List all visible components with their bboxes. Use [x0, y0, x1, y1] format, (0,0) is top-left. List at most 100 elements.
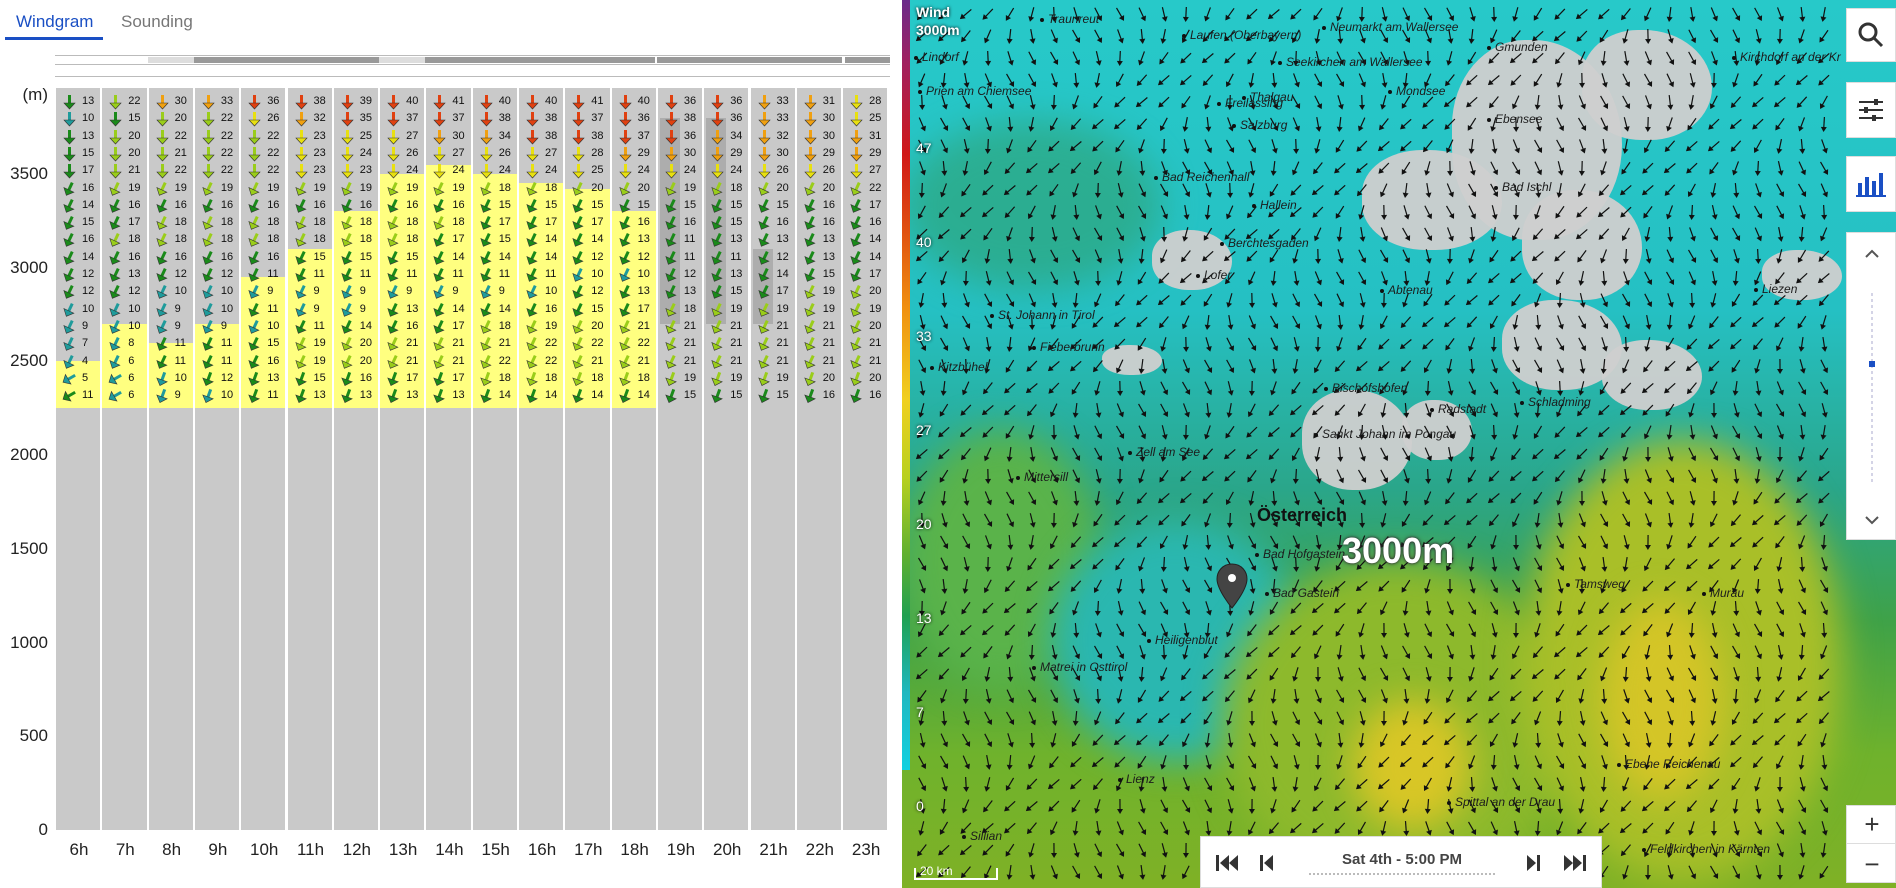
- wind-arrow-icon: [63, 250, 75, 265]
- windgram-column[interactable]: [750, 88, 795, 830]
- wind-cell: 16: [843, 388, 889, 404]
- town-label: Sillian: [962, 829, 1002, 843]
- wind-arrow-icon: [618, 181, 631, 196]
- wind-arrow-icon: [202, 164, 215, 179]
- windgram-column[interactable]: [287, 88, 332, 830]
- windgram-column[interactable]: [843, 88, 888, 830]
- windgram-column[interactable]: [241, 88, 286, 830]
- wind-speed-value: 9: [174, 389, 181, 402]
- wind-arrow-icon: [202, 302, 214, 317]
- wind-cell: 6: [102, 354, 148, 369]
- town-label: Seekirchen am Wallersee: [1278, 55, 1423, 69]
- zoom-in-button[interactable]: +: [1847, 806, 1896, 844]
- wind-speed-value: 21: [730, 354, 743, 367]
- windgram-toggle-button[interactable]: [1846, 156, 1896, 212]
- wind-arrow-icon: [711, 181, 723, 196]
- wind-arrow-icon: [109, 112, 122, 127]
- settings-button[interactable]: [1846, 82, 1896, 138]
- windgram-column[interactable]: [148, 88, 193, 830]
- skip-back-icon[interactable]: [1215, 853, 1239, 873]
- chevron-up-icon: [1865, 249, 1879, 258]
- tab-windgram[interactable]: Windgram: [16, 12, 94, 31]
- wind-arrow-icon: [711, 216, 723, 230]
- wind-cell: 38: [519, 129, 565, 145]
- wind-arrow-icon: [433, 250, 445, 265]
- skip-forward-icon[interactable]: [1563, 853, 1587, 873]
- wind-cell: 15: [704, 284, 750, 300]
- wind-cell: 15: [288, 371, 334, 386]
- wind-cell: 22: [612, 336, 658, 352]
- wind-cell: 15: [56, 215, 102, 230]
- wind-cell: 39: [334, 94, 380, 110]
- wind-speed-value: 16: [545, 302, 558, 315]
- windgram-column[interactable]: [657, 88, 703, 830]
- wind-speed-value: 14: [498, 302, 511, 315]
- wind-cell: 18: [380, 232, 426, 248]
- wind-speed-value: 19: [174, 181, 187, 194]
- tab-sounding[interactable]: Sounding: [121, 12, 193, 31]
- wind-speed-value: 40: [406, 95, 419, 107]
- wind-speed-value: 24: [452, 164, 465, 177]
- wind-arrow-icon: [294, 285, 307, 300]
- altitude-slider[interactable]: [1846, 232, 1896, 540]
- windgram-column[interactable]: [194, 88, 240, 830]
- wind-cell: 9: [288, 302, 334, 317]
- wind-arrow-icon: [155, 389, 168, 404]
- wind-speed-value: 18: [498, 320, 511, 333]
- wind-cell: 36: [704, 94, 750, 110]
- location-pin-icon[interactable]: [1215, 562, 1249, 612]
- wind-speed-value: 21: [776, 337, 789, 350]
- wind-arrow-icon: [433, 389, 446, 404]
- wind-cell: 20: [843, 371, 889, 386]
- cloud-cover-strip: [657, 57, 842, 63]
- hour-label: 21h: [759, 840, 788, 859]
- windgram-column[interactable]: [472, 88, 517, 830]
- windgram-column[interactable]: [704, 88, 749, 830]
- step-back-icon[interactable]: [1259, 853, 1275, 873]
- windgram-column[interactable]: [56, 88, 101, 830]
- search-button[interactable]: [1846, 8, 1896, 62]
- wind-cell: 37: [612, 129, 658, 145]
- wind-arrow-icon: [572, 371, 585, 386]
- windgram-column[interactable]: [380, 88, 425, 830]
- wind-cell: 26: [751, 163, 797, 179]
- wind-arrow-icon: [711, 164, 724, 179]
- wind-speed-value: 28: [869, 95, 882, 107]
- wind-arrow-icon: [294, 164, 308, 179]
- wind-cell: 32: [751, 129, 797, 145]
- windgram-column[interactable]: [426, 88, 471, 830]
- wind-cell: 15: [102, 111, 148, 127]
- windgram-column[interactable]: [519, 88, 564, 830]
- wind-arrow-icon: [155, 371, 168, 386]
- windgram-column[interactable]: [333, 88, 379, 830]
- wind-cell: 11: [195, 336, 241, 352]
- wind-speed-value: 18: [174, 216, 187, 229]
- wind-speed-value: 30: [822, 129, 836, 142]
- cloud-shade: [659, 117, 680, 324]
- wind-arrow-icon: [480, 181, 492, 196]
- y-tick-label: 3000: [10, 257, 48, 277]
- wind-speed-value: 20: [637, 181, 650, 194]
- wind-cell: 15: [751, 388, 797, 404]
- wind-speed-value: 22: [128, 95, 141, 107]
- windgram-column[interactable]: [796, 88, 842, 830]
- wind-cell: 13: [612, 284, 658, 300]
- wind-arrow-icon: [109, 164, 122, 179]
- windgram-chart: (m) 0 500 1000 1500 2000 2500 3000 3500 6h 7h 8h 9…: [0, 70, 900, 880]
- wind-speed-value: 34: [498, 129, 511, 142]
- wind-arrow-icon: [850, 146, 863, 162]
- wind-map[interactable]: Wind 3000m 47 40 33 27 20 13 7 0 Traunreut Laufe…: [902, 0, 1896, 888]
- wind-speed-value: 16: [174, 198, 187, 211]
- wind-speed-value: 36: [730, 112, 743, 125]
- windgram-column[interactable]: [611, 88, 656, 830]
- timeline-track[interactable]: [1309, 873, 1495, 877]
- windgram-column[interactable]: [102, 88, 147, 830]
- wind-arrow-icon: [108, 373, 123, 385]
- wind-arrow-icon: [665, 198, 677, 213]
- step-forward-icon[interactable]: [1525, 853, 1541, 873]
- wind-speed-value: 12: [82, 285, 95, 298]
- wind-speed-value: 11: [82, 389, 94, 402]
- windgram-column[interactable]: [565, 88, 610, 830]
- zoom-out-button[interactable]: −: [1864, 848, 1880, 879]
- wind-speed-value: 11: [174, 354, 187, 367]
